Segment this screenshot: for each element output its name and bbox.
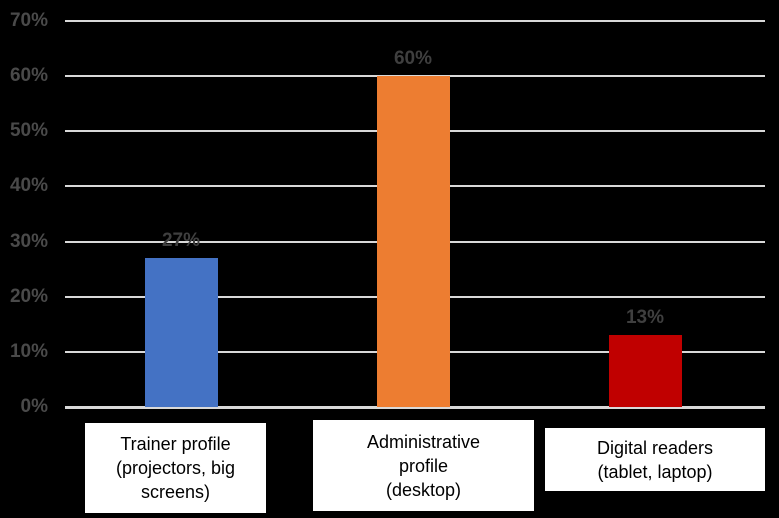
gridline-70pct [65,19,765,22]
data-label-administrative-profile: 60% [393,48,433,69]
category-label-digital-readers: Digital readers (tablet, laptop) [545,428,765,491]
y-tick-label-10pct: 10% [9,340,48,362]
y-tick-label-50pct: 50% [9,120,48,142]
data-label-digital-readers: 13% [625,307,665,328]
category-label-trainer-profile: Trainer profile (projectors, big screens… [85,423,266,513]
y-tick-label-70pct: 70% [9,9,48,31]
y-tick-label-30pct: 30% [9,230,48,252]
bar-digital-readers [608,335,682,407]
y-tick-label-0pct: 0% [20,396,48,417]
bar-trainer-profile [144,258,218,407]
y-tick-label-60pct: 60% [9,65,48,87]
y-tick-label-40pct: 40% [9,175,48,197]
bar-administrative-profile [376,76,450,407]
category-label-administrative-profile: Administrative profile (desktop) [313,420,534,511]
y-tick-label-20pct: 20% [9,285,48,307]
gridline-0pct [65,406,765,409]
data-label-trainer-profile: 27% [161,230,201,251]
